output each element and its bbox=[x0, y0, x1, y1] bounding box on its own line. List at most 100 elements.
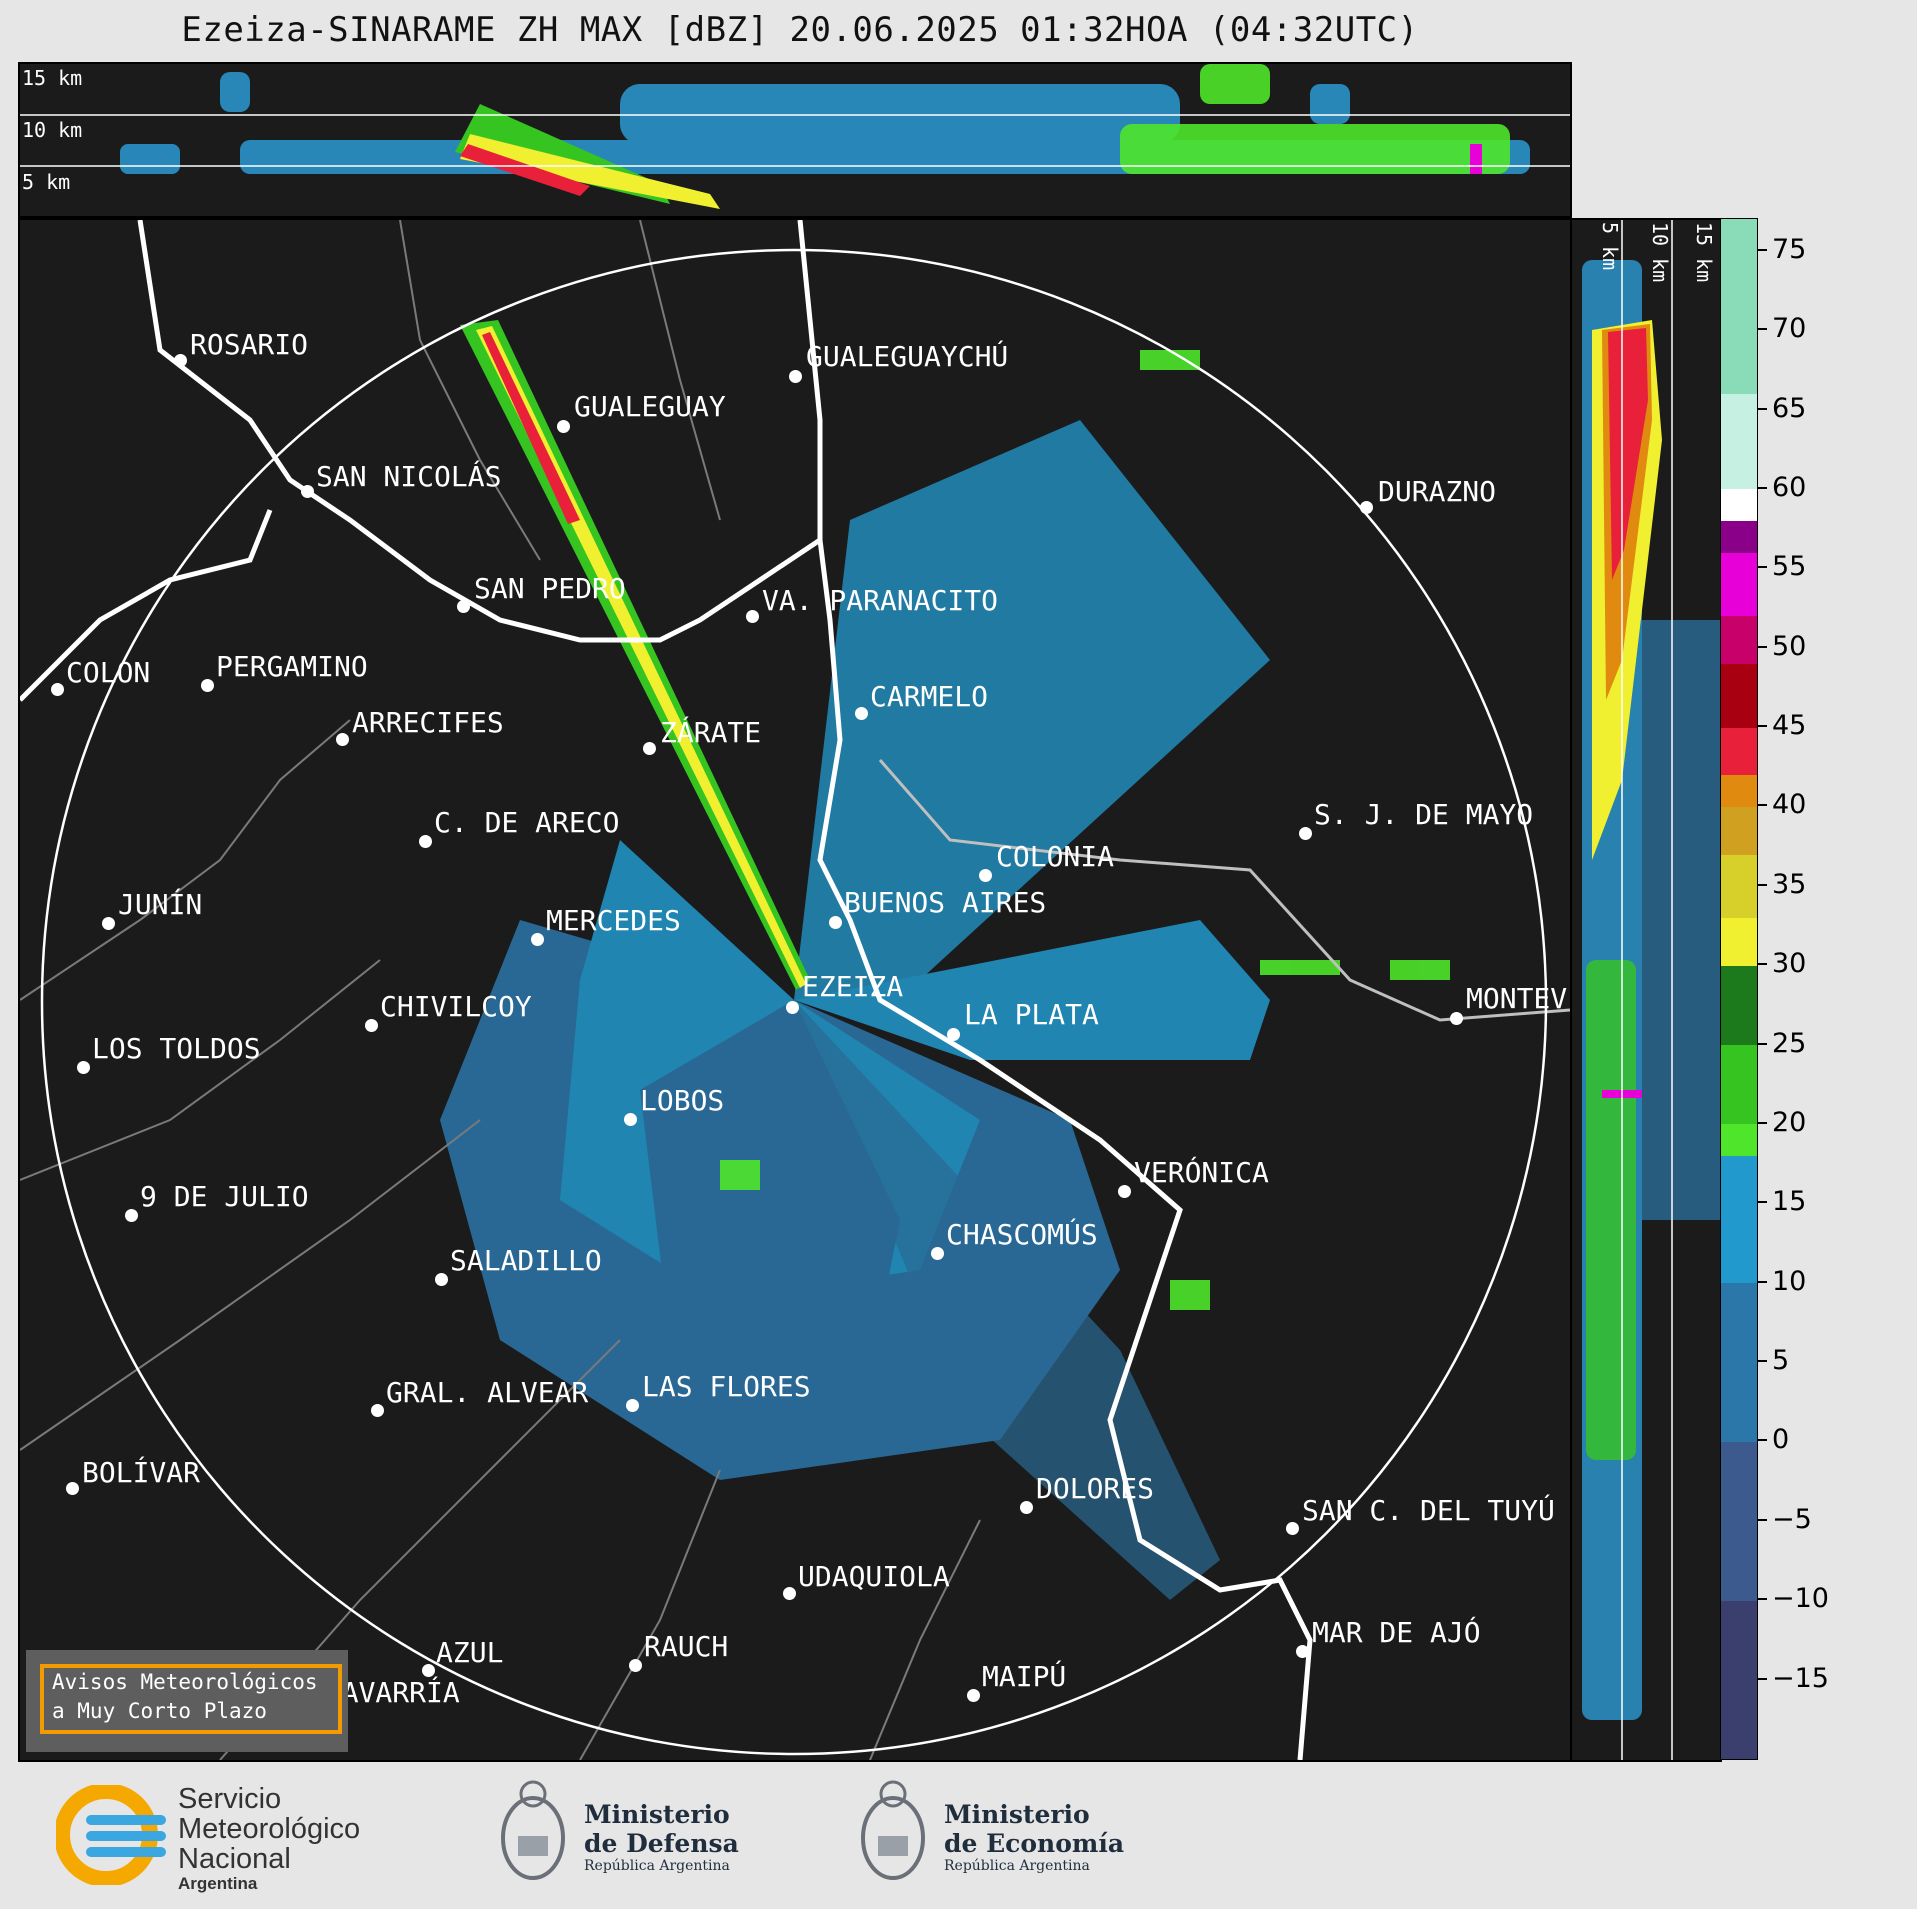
place-label: ROSARIO bbox=[190, 328, 309, 361]
colorbar-tick-label: 10 bbox=[1772, 1265, 1807, 1297]
place-marker bbox=[931, 1247, 944, 1260]
place-marker bbox=[1360, 501, 1373, 514]
place-marker bbox=[947, 1028, 960, 1041]
strong-echo-streak bbox=[460, 320, 810, 990]
colorbar-tick bbox=[1757, 645, 1767, 648]
top-height-profile-panel: 15 km 10 km 5 km bbox=[18, 62, 1572, 218]
colorbar-band bbox=[1721, 1600, 1757, 1759]
defensa-line-3: República Argentina bbox=[584, 1858, 730, 1874]
colorbar-tick bbox=[1757, 1677, 1767, 1680]
place-label: ARRECIFES bbox=[352, 706, 504, 739]
colorbar-band bbox=[1721, 965, 1757, 1046]
place-marker bbox=[1118, 1185, 1131, 1198]
colorbar-tick bbox=[1757, 407, 1767, 410]
place-label: AZUL bbox=[436, 1636, 504, 1669]
place-marker bbox=[1020, 1501, 1033, 1514]
colorbar-band bbox=[1721, 1155, 1757, 1284]
place-marker bbox=[301, 485, 314, 498]
colorbar-tick-label: 65 bbox=[1772, 392, 1807, 424]
place-marker bbox=[1296, 1645, 1309, 1658]
range-ring bbox=[40, 248, 1548, 1756]
radar-map-panel bbox=[18, 218, 1572, 1762]
colorbar-tick bbox=[1757, 248, 1767, 251]
colorbar-tick-label: 70 bbox=[1772, 313, 1807, 345]
colorbar-tick-label: −5 bbox=[1772, 1503, 1812, 1535]
radar-map-graphic bbox=[20, 220, 1570, 1760]
colorbar-band bbox=[1721, 806, 1757, 855]
place-label: COLONIA bbox=[996, 840, 1115, 873]
alert-box[interactable]: Avisos Meteorológicos a Muy Corto Plazo bbox=[26, 1650, 348, 1752]
colorbar-tick bbox=[1757, 1121, 1767, 1124]
place-label: MONTEVIDEO bbox=[1466, 982, 1568, 1015]
colorbar-tick-label: 45 bbox=[1772, 710, 1807, 742]
colorbar-tick-label: 15 bbox=[1772, 1186, 1807, 1218]
colorbar-tick-label: 40 bbox=[1772, 789, 1807, 821]
colorbar-tick-label: 30 bbox=[1772, 948, 1807, 980]
place-marker bbox=[457, 600, 470, 613]
economia-logo-text: Ministerio de Economía República Argenti… bbox=[944, 1800, 1124, 1874]
place-marker bbox=[557, 420, 570, 433]
colorbar-tick bbox=[1757, 963, 1767, 966]
side-height-profile-panel: 5 km 10 km 15 km bbox=[1570, 218, 1722, 1762]
place-marker bbox=[979, 869, 992, 882]
alert-box-inner[interactable]: Avisos Meteorológicos a Muy Corto Plazo bbox=[40, 1664, 342, 1734]
colorbar-tick bbox=[1757, 1360, 1767, 1363]
place-label: CHASCOMÚS bbox=[946, 1218, 1098, 1251]
economia-seal-icon bbox=[856, 1776, 930, 1892]
place-label: GRAL. ALVEAR bbox=[386, 1376, 589, 1409]
place-label: 9 DE JULIO bbox=[140, 1180, 309, 1213]
place-marker bbox=[365, 1019, 378, 1032]
colorbar-tick bbox=[1757, 328, 1767, 331]
smn-line-3: Nacional bbox=[178, 1843, 291, 1875]
place-label: LA PLATA bbox=[964, 998, 1099, 1031]
reflectivity-field bbox=[440, 420, 1270, 1600]
place-label: LOBOS bbox=[640, 1084, 725, 1117]
colorbar-tick bbox=[1757, 1518, 1767, 1521]
place-label: UDAQUIOLA bbox=[798, 1560, 950, 1593]
colorbar-tick bbox=[1757, 1280, 1767, 1283]
place-label: S. J. DE MAYO bbox=[1314, 798, 1534, 831]
place-label: COLON bbox=[66, 656, 151, 689]
colorbar-band bbox=[1721, 615, 1757, 665]
colorbar-tick-label: 75 bbox=[1772, 233, 1807, 265]
place-label: JUNÍN bbox=[118, 888, 203, 921]
colorbar-tick-label: 0 bbox=[1772, 1424, 1790, 1456]
place-marker bbox=[626, 1399, 639, 1412]
colorbar-band bbox=[1721, 1441, 1757, 1601]
place-marker bbox=[531, 933, 544, 946]
place-marker bbox=[967, 1689, 980, 1702]
colorbar-band bbox=[1721, 663, 1757, 728]
colorbar-tick-label: 20 bbox=[1772, 1106, 1807, 1138]
economia-line-1: Ministerio bbox=[944, 1800, 1090, 1829]
economia-line-3: República Argentina bbox=[944, 1858, 1090, 1874]
place-marker bbox=[435, 1273, 448, 1286]
place-label: SALADILLO bbox=[450, 1244, 602, 1277]
side-height-label-10km: 10 km bbox=[1648, 222, 1672, 283]
economia-line-2: de Economía bbox=[944, 1829, 1125, 1858]
smn-line-2: Meteorológico bbox=[178, 1813, 361, 1845]
place-label: SAN PEDRO bbox=[474, 572, 626, 605]
place-marker bbox=[174, 354, 187, 367]
colorbar-tick bbox=[1757, 1439, 1767, 1442]
place-label: VA. PARANACITO bbox=[762, 584, 999, 617]
place-marker bbox=[783, 1587, 796, 1600]
place-label: GUALEGUAY bbox=[574, 390, 726, 423]
side-height-label-15km: 15 km bbox=[1692, 222, 1716, 283]
place-label: BUENOS AIRES bbox=[844, 886, 1047, 919]
uruguay-coast bbox=[878, 759, 1570, 1022]
defensa-line-1: Ministerio bbox=[584, 1800, 730, 1829]
side-height-label-5km: 5 km bbox=[1598, 222, 1622, 271]
colorbar-band bbox=[1721, 552, 1757, 617]
page-title: Ezeiza-SINARAME ZH MAX [dBZ] 20.06.2025 … bbox=[181, 10, 1419, 50]
province-boundaries bbox=[20, 220, 981, 1760]
colorbar-tick bbox=[1757, 804, 1767, 807]
place-label: GUALEGUAYCHÚ bbox=[806, 340, 1009, 373]
place-marker bbox=[125, 1209, 138, 1222]
place-label: RAUCH bbox=[644, 1630, 729, 1663]
colorbar-tick-label: −15 bbox=[1772, 1662, 1829, 1694]
place-marker bbox=[789, 370, 802, 383]
height-label-10km: 10 km bbox=[22, 118, 83, 142]
colorbar-band bbox=[1721, 1044, 1757, 1125]
place-label: SAN NICOLÁS bbox=[316, 460, 502, 493]
place-marker bbox=[629, 1659, 642, 1672]
